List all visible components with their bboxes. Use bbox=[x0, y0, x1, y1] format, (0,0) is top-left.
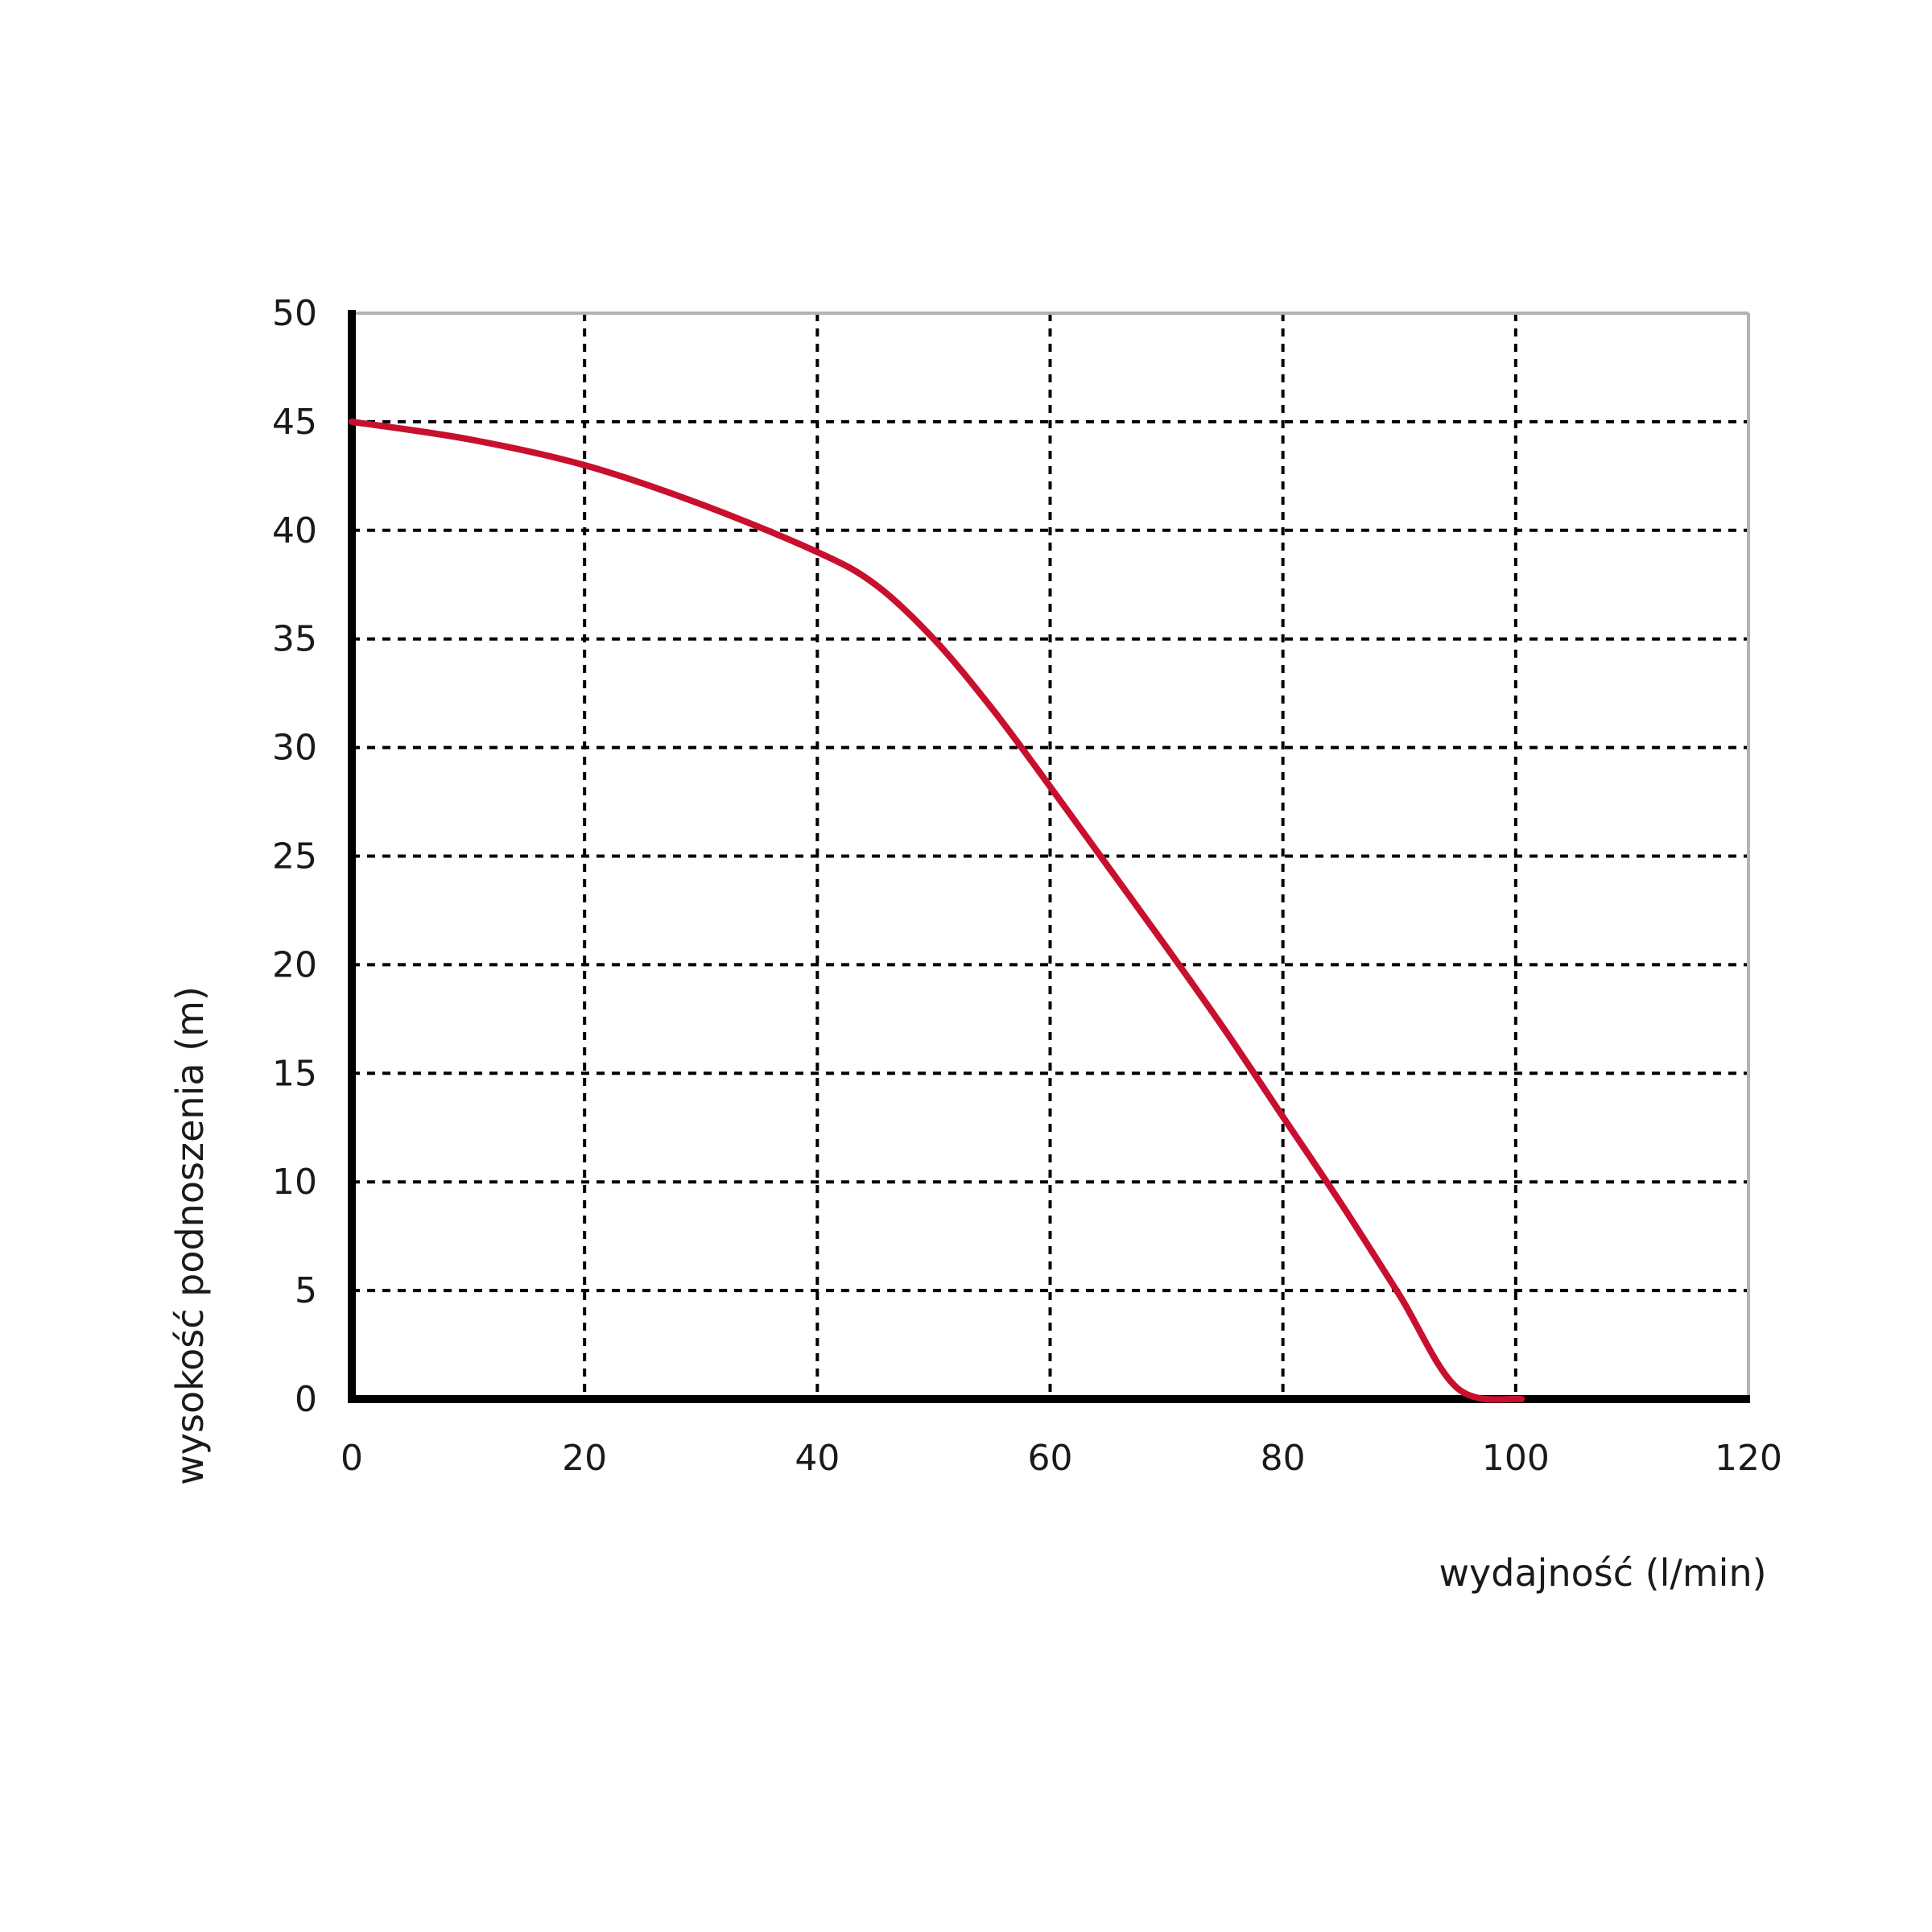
y-tick-label-25: 25 bbox=[272, 836, 317, 877]
y-tick-label-0: 0 bbox=[295, 1379, 317, 1420]
series-line-0 bbox=[349, 418, 1525, 1403]
axis-titles: wysokość podnoszenia (m) wydajność (l/mi… bbox=[168, 986, 1767, 1595]
y-tick-label-15: 15 bbox=[272, 1053, 317, 1094]
plot-frame bbox=[352, 312, 1750, 1399]
tick-labels: 0 5 10 15 20 25 30 35 40 45 50 0 20 40 60 80 100 120 bbox=[272, 293, 1782, 1479]
y-tick-label-5: 5 bbox=[295, 1270, 317, 1311]
y-tick-label-40: 40 bbox=[272, 510, 317, 551]
y-axis-title: wysokość podnoszenia (m) bbox=[168, 986, 212, 1485]
x-tick-label-80: 80 bbox=[1261, 1438, 1306, 1479]
y-tick-label-10: 10 bbox=[272, 1162, 317, 1203]
x-tick-label-60: 60 bbox=[1028, 1438, 1073, 1479]
x-tick-label-0: 0 bbox=[341, 1438, 363, 1479]
y-tick-label-35: 35 bbox=[272, 619, 317, 660]
y-tick-label-30: 30 bbox=[272, 728, 317, 769]
y-tick-label-45: 45 bbox=[272, 402, 317, 443]
x-tick-label-120: 120 bbox=[1715, 1438, 1782, 1479]
x-axis-title: wydajność (l/min) bbox=[1439, 1551, 1766, 1595]
series bbox=[349, 418, 1525, 1403]
grid bbox=[352, 313, 1748, 1399]
y-tick-label-20: 20 bbox=[272, 944, 317, 985]
x-tick-label-40: 40 bbox=[795, 1438, 840, 1479]
x-tick-label-100: 100 bbox=[1482, 1438, 1550, 1479]
x-tick-label-20: 20 bbox=[562, 1438, 607, 1479]
y-tick-label-50: 50 bbox=[272, 293, 317, 334]
